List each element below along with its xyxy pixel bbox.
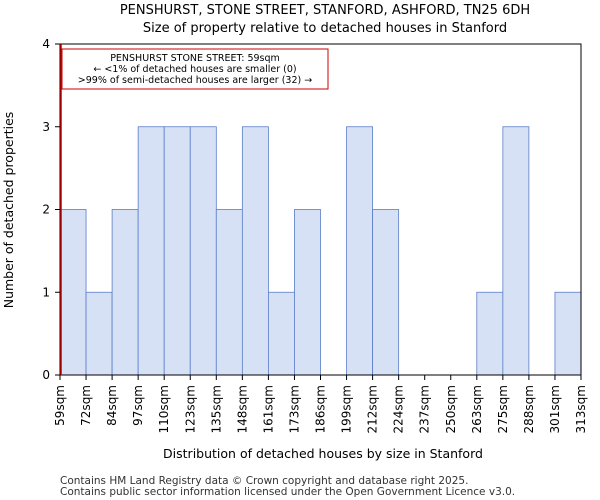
y-axis: 0 1 2 3 4 [42,37,60,382]
footer-line-1: Contains HM Land Registry data © Crown c… [60,475,468,487]
plot-frame [59,43,582,376]
x-tick-label: 148sqm [235,385,249,433]
bar-161sqm [267,291,295,376]
x-tick-label: 199sqm [340,385,354,433]
y-tick-label: 4 [42,37,50,51]
x-tick-label: 97sqm [131,385,145,426]
x-tick-label: 110sqm [157,385,171,433]
bar-59sqm [59,209,87,376]
chart-title: PENSHURST, STONE STREET, STANFORD, ASHFO… [120,3,530,18]
bar-212sqm [372,209,400,376]
x-tick-label: 237sqm [418,385,432,433]
x-tick-label: 301sqm [548,385,562,433]
x-tick-label: 135sqm [209,385,223,433]
x-tick-label: 123sqm [183,385,197,433]
bar-173sqm [294,209,321,376]
bar-123sqm [189,126,217,376]
bar-199sqm [346,126,373,376]
bar-97sqm [137,126,165,376]
x-tick-label: 212sqm [366,385,380,433]
x-tick-label: 173sqm [287,385,301,433]
y-tick-label: 0 [42,368,50,382]
bar-148sqm [241,126,269,376]
annotation-line-1: PENSHURST STONE STREET: 59sqm [110,53,280,64]
y-axis-label: Number of detached properties [1,112,16,309]
x-tick-label: 186sqm [314,385,328,433]
x-axis-label: Distribution of detached houses by size … [163,446,483,461]
annotation-line-2: ← <1% of detached houses are smaller (0) [93,64,296,75]
x-tick-label: 250sqm [444,385,458,433]
x-tick-label: 288sqm [522,385,536,433]
x-tick-label: 263sqm [470,385,484,433]
x-tick-label: 84sqm [105,385,119,426]
x-tick-label: 161sqm [261,385,275,433]
chart-subtitle: Size of property relative to detached ho… [143,21,507,36]
x-axis: 59sqm 72sqm 84sqm 97sqm 110sqm 123sqm 135sqm 14… [53,375,588,433]
bar-275sqm [502,126,530,376]
x-tick-label: 275sqm [496,385,510,433]
bar-135sqm [215,209,243,376]
annotation-line-3: >99% of semi-detached houses are larger … [78,75,312,86]
annotation-box: PENSHURST STONE STREET: 59sqm ← <1% of d… [61,48,329,90]
footer-line-2: Contains public sector information licen… [60,486,515,498]
y-tick-label: 3 [42,120,50,134]
bar-263sqm [476,291,504,376]
bar-72sqm [85,291,113,376]
x-tick-label: 224sqm [392,385,406,433]
y-tick-label: 2 [42,203,50,217]
bar-84sqm [111,209,139,376]
bars [59,126,582,376]
bar-110sqm [163,126,191,376]
bar-301sqm [554,291,582,376]
x-tick-label: 72sqm [79,385,93,426]
y-tick-label: 1 [42,285,50,299]
x-tick-label: 313sqm [574,385,588,433]
x-tick-label: 59sqm [53,385,67,426]
